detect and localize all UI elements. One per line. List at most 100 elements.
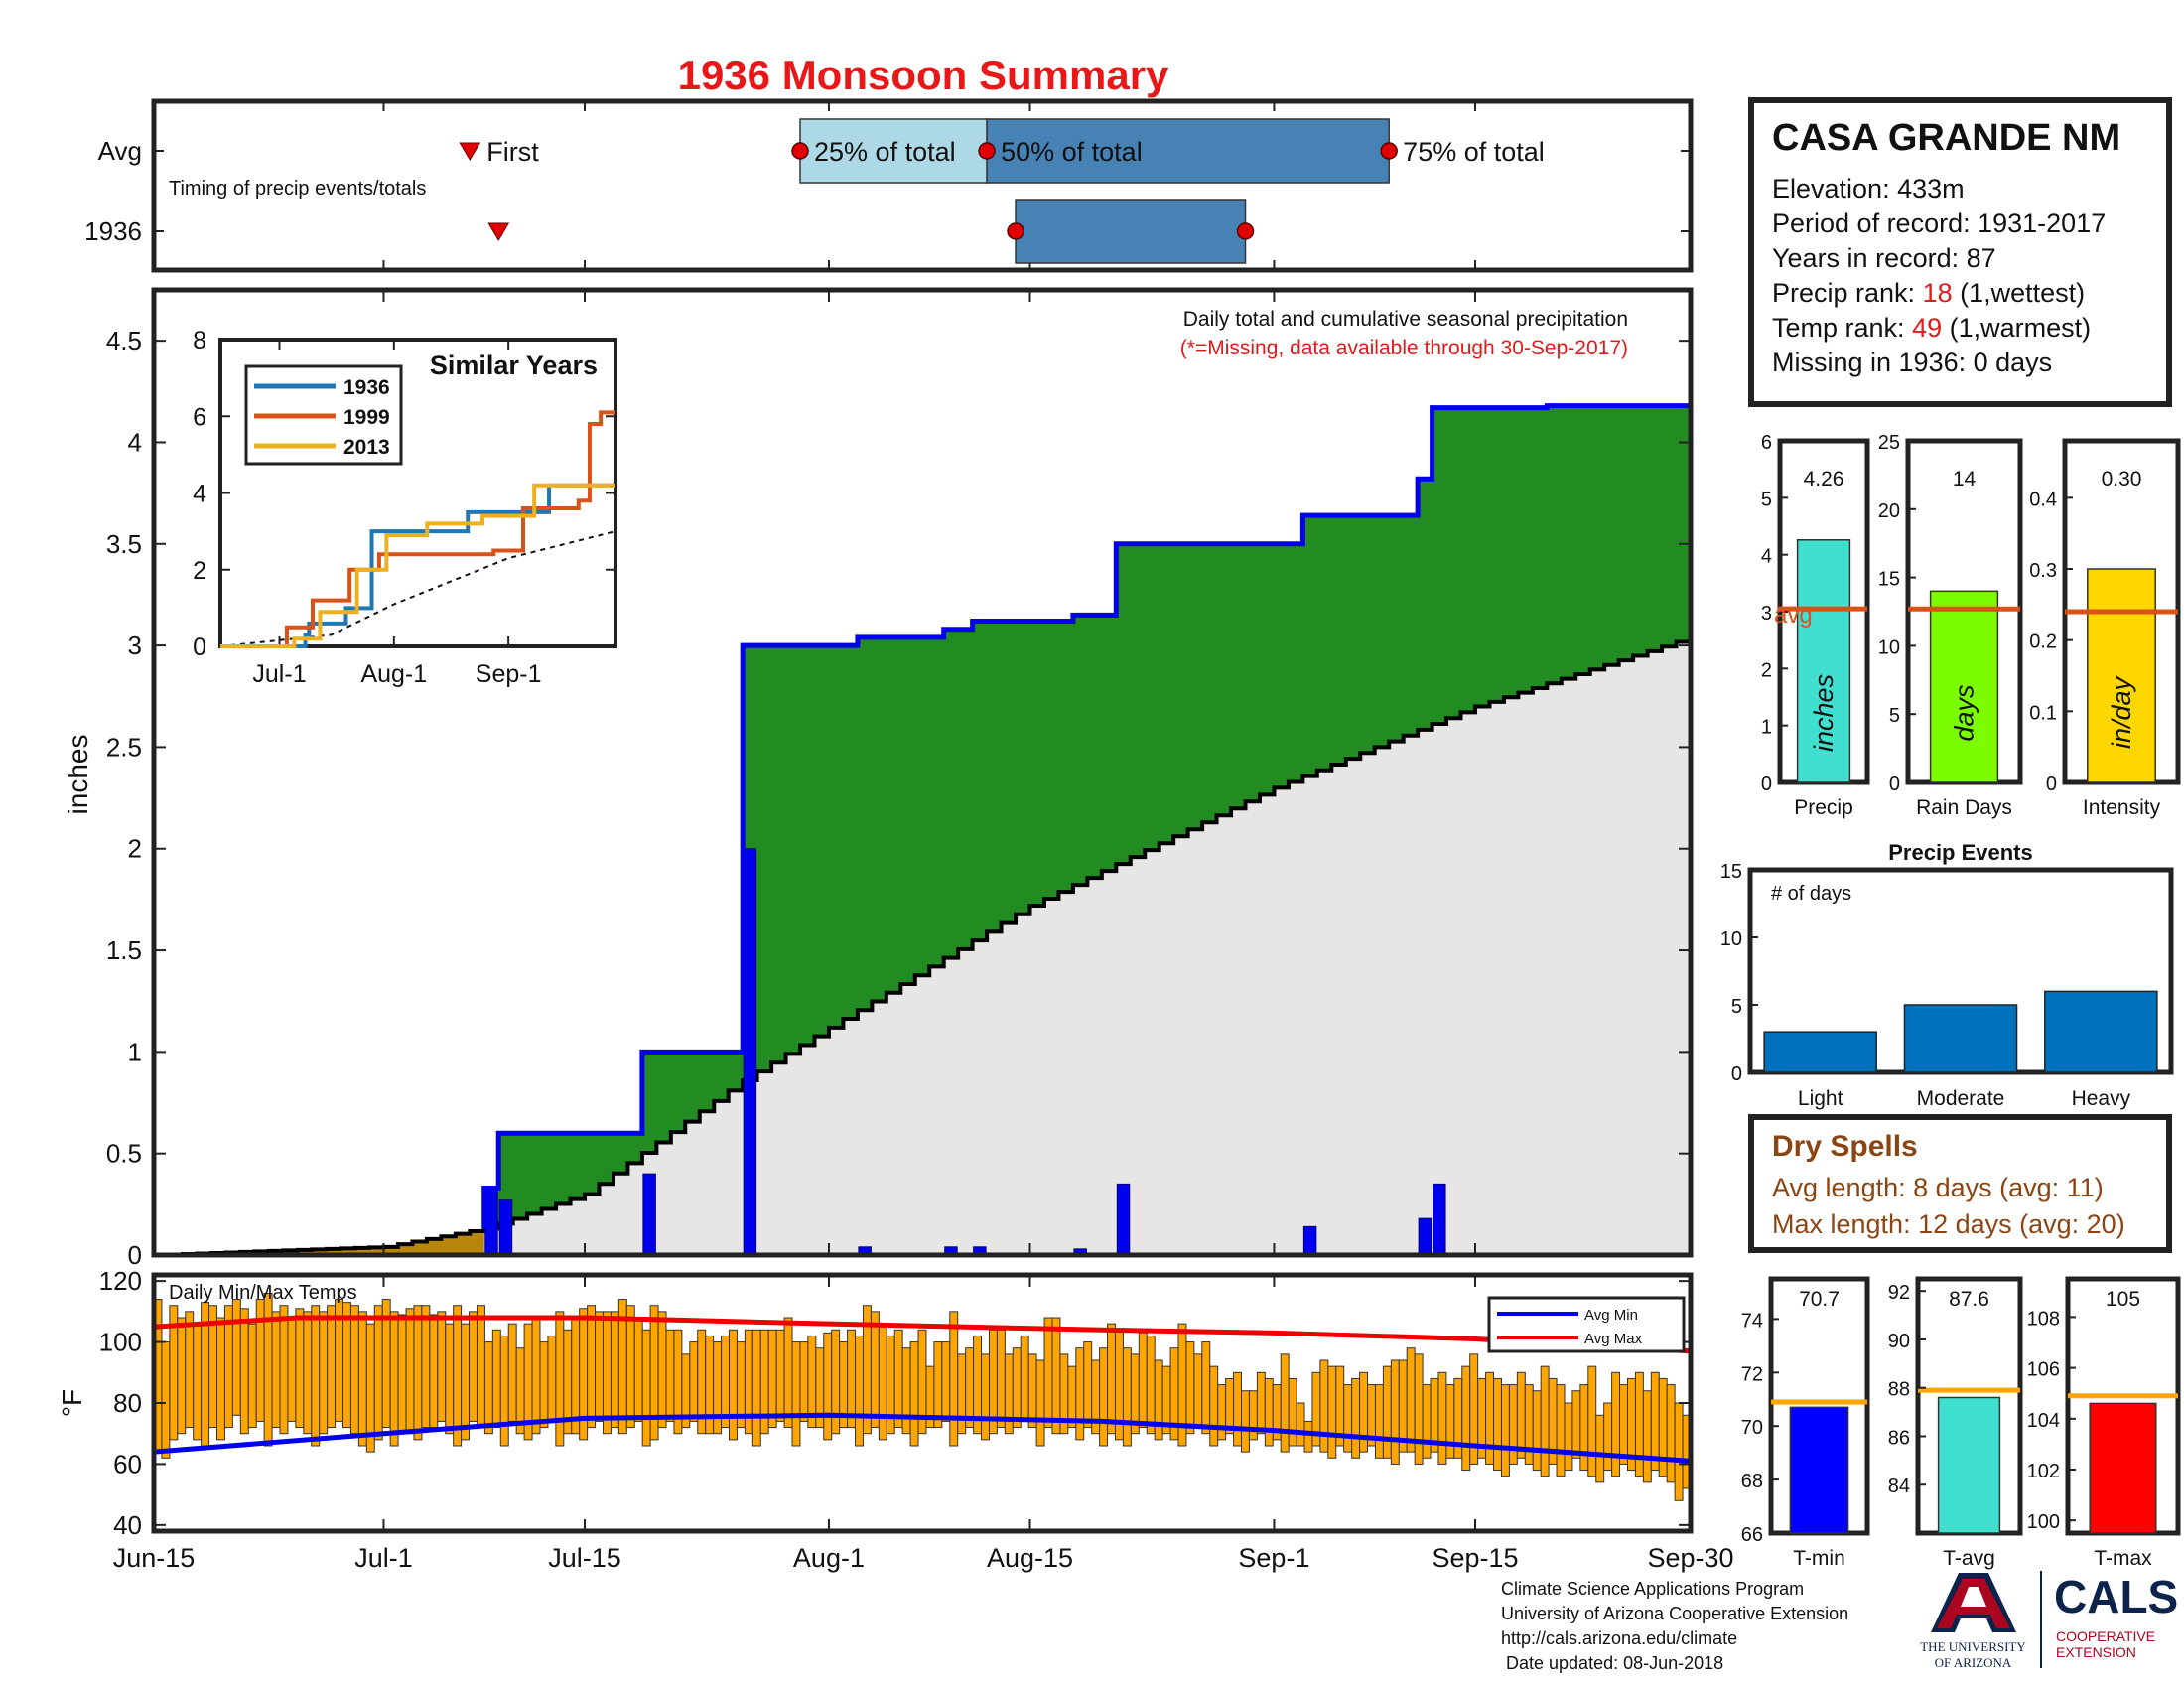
daily-temp-bar — [595, 1311, 604, 1422]
events-y-tick-label: 5 — [1731, 996, 1742, 1018]
daily-temp-bar — [602, 1311, 612, 1435]
avg-q75-label: 75% of total — [1403, 137, 1545, 167]
daily-temp-bar — [721, 1335, 731, 1429]
temperature-chart: 40 60 80 100 120 °F Daily Min/Max Temps Avg Min… — [57, 1266, 1694, 1540]
credits-line: University of Arizona Cooperative Extens… — [1501, 1604, 1849, 1623]
daily-precip-bar — [1302, 1225, 1317, 1256]
summary-y-tick-label: 1 — [1761, 717, 1772, 739]
temp-rank-value: 49 — [1912, 313, 1943, 343]
daily-temp-bar — [1532, 1390, 1542, 1472]
daily-temp-bar — [933, 1341, 943, 1429]
daily-temp-bar — [1571, 1390, 1581, 1459]
daily-temp-bar — [185, 1311, 195, 1429]
daily-temp-bar — [1138, 1332, 1148, 1429]
years-in-record: Years in record: 87 — [1772, 243, 1996, 273]
daily-temp-bar — [996, 1329, 1006, 1429]
daily-temp-bar — [893, 1329, 903, 1429]
summary-y-tick-label: 0 — [1761, 774, 1772, 795]
inset-x-tick-label: Jul-1 — [252, 660, 306, 688]
summary-y-tick-label: 0.3 — [2029, 560, 2057, 582]
temp-summary-y-tick-label: 100 — [2027, 1511, 2060, 1533]
daily-temp-bar — [965, 1347, 975, 1429]
events-category-label: Light — [1798, 1087, 1843, 1110]
daily-temp-bar — [247, 1323, 257, 1429]
credits-url[interactable]: http://cals.arizona.edu/climate — [1501, 1628, 1738, 1648]
daily-temp-bar — [571, 1317, 581, 1435]
daily-temp-bar — [1540, 1365, 1550, 1477]
timing-row-avg-label: Avg — [98, 136, 142, 166]
daily-temp-bar — [1288, 1377, 1297, 1447]
station-info-box: CASA GRANDE NM Elevation: 433m Period of… — [1748, 97, 2172, 407]
y-tick-label: 4 — [128, 427, 142, 457]
daily-temp-bar — [1422, 1384, 1432, 1459]
inset-series-1999 — [220, 410, 615, 648]
daily-temp-bar — [1083, 1341, 1093, 1429]
temp-y-tick-label: 80 — [113, 1388, 142, 1418]
daily-temp-bar — [941, 1341, 951, 1422]
temp-summary-bar-tavg — [1937, 1396, 2001, 1534]
daily-temp-bar — [1303, 1420, 1313, 1453]
daily-temp-bar — [1437, 1371, 1447, 1465]
daily-temp-bar — [767, 1329, 777, 1429]
daily-temp-bar — [1020, 1335, 1029, 1422]
y-tick-label: 1.5 — [106, 935, 142, 965]
summary-value-raindays: 14 — [1953, 468, 1977, 491]
temp-summary-y-tick-label: 102 — [2027, 1461, 2060, 1482]
avg-first-marker — [459, 142, 481, 161]
dry-spells-avg: Avg length: 8 days (avg: 11) — [1772, 1173, 2104, 1202]
temperature-summary-bars: 66 68 70 72 74 70.7 T-min 84 86 88 90 92 87.6 T-avg 10… — [1741, 1276, 2181, 1570]
precip-chart: 0 0.5 1 1.5 2 2.5 3 3.5 4 4.5 inches Daily total an… — [63, 287, 1694, 1270]
year-q75-marker — [1236, 222, 1255, 240]
temp-y-tick-label: 40 — [113, 1510, 142, 1540]
daily-temp-bar — [610, 1311, 619, 1429]
temp-summary-label-tmax: T-max — [2094, 1547, 2152, 1570]
daily-temp-bar — [1233, 1371, 1243, 1447]
summary-bar-intensity — [2087, 568, 2156, 783]
temp-summary-y-tick-label: 92 — [1888, 1282, 1910, 1304]
summary-y-tick-label: 0 — [2046, 774, 2057, 795]
page-title: 1936 Monsoon Summary — [678, 52, 1169, 98]
daily-temp-bar — [1264, 1377, 1274, 1447]
date-axis-label: Jul-1 — [354, 1543, 413, 1573]
daily-temp-bar — [547, 1335, 557, 1422]
cals-logo: CALS COOPERATIVE EXTENSION — [2040, 1571, 2184, 1670]
daily-temp-bar — [461, 1323, 471, 1441]
y-tick-label: 3 — [128, 631, 142, 660]
summary-value-intensity: 0.30 — [2102, 468, 2142, 491]
timing-row-year-label: 1936 — [84, 216, 142, 246]
daily-temp-bar — [349, 1305, 359, 1435]
daily-temp-bar — [831, 1329, 841, 1435]
y-tick-label: 4.5 — [106, 326, 142, 355]
daily-temp-bar — [469, 1311, 478, 1422]
summary-value-precip: 4.26 — [1804, 468, 1844, 491]
daily-temp-bar — [1406, 1347, 1416, 1453]
temp-legend — [1487, 1296, 1686, 1353]
daily-precip-bar — [1433, 1183, 1446, 1256]
daily-temp-bar — [373, 1305, 383, 1441]
events-bar-light — [1763, 1031, 1877, 1073]
daily-temp-bar — [981, 1353, 990, 1441]
y-tick-label: 1 — [128, 1037, 142, 1066]
daily-temp-bar — [1374, 1384, 1384, 1459]
daily-temp-bar — [1516, 1371, 1526, 1459]
daily-temp-bar — [641, 1329, 651, 1447]
date-axis-label: Sep-15 — [1432, 1543, 1518, 1573]
cumulative-precip-line — [481, 403, 1691, 1229]
daily-temp-bar — [1445, 1384, 1455, 1459]
similar-years-inset: 0 2 4 6 8 Jul-1 Aug-1 Sep-1 Similar Years 1936 199… — [193, 327, 617, 688]
daily-temp-bar — [1185, 1341, 1195, 1435]
inset-y-tick-label: 0 — [193, 633, 206, 661]
daily-precip-bar — [1116, 1183, 1131, 1256]
temp-rank-suffix: (1,warmest) — [1942, 313, 2092, 343]
temp-rank: Temp rank: 49 (1,warmest) — [1772, 311, 2148, 346]
daily-temp-bar — [1107, 1323, 1116, 1435]
daily-temp-bar — [847, 1329, 857, 1429]
inset-title: Similar Years — [430, 351, 598, 380]
daily-temp-bar — [1461, 1365, 1471, 1472]
cals-line1: COOPERATIVE — [2056, 1628, 2156, 1644]
temp-summary-bar-tmin — [1789, 1406, 1849, 1534]
y-tick-label: 2 — [128, 834, 142, 864]
inset-series-2013 — [220, 483, 615, 648]
chart-legend-note: (*=Missing, data available through 30-Se… — [1180, 337, 1628, 359]
avg-q25-label: 25% of total — [814, 137, 956, 167]
